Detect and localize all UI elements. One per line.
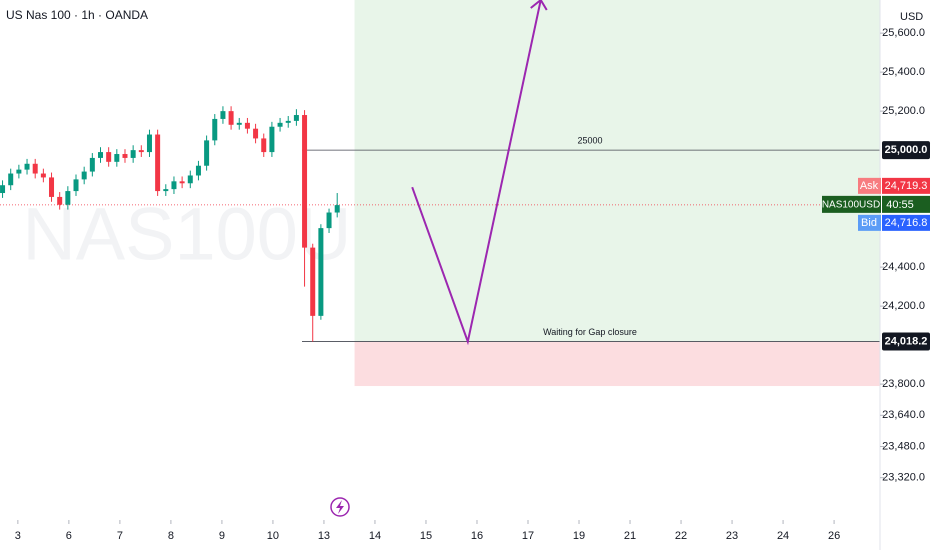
risk-zone (354, 341, 880, 387)
currency[interactable]: USD (900, 11, 923, 23)
ask-tag (882, 177, 930, 194)
candle-body (334, 205, 340, 213)
level-tag-text: 24,018.2 (885, 335, 928, 347)
level-label: 25000 (577, 136, 602, 146)
candle-body (244, 122, 250, 129)
y-tick-label: 23,800.0 (882, 378, 925, 390)
bid-box (858, 214, 881, 231)
candle-body (114, 154, 120, 162)
symbol-label: NAS100USD (822, 200, 880, 211)
candle-body (261, 138, 267, 153)
chart-title: US Nas 100 · 1h · OANDA (6, 8, 148, 22)
candle-body (24, 163, 30, 170)
candle-body (302, 115, 308, 248)
candle-body (0, 185, 6, 194)
x-tick-label: 16 (471, 530, 483, 542)
candle-body (318, 228, 324, 316)
candle-body (57, 196, 63, 205)
x-tick-label: 15 (420, 530, 432, 542)
bid-tag (882, 214, 930, 231)
candle-body (16, 169, 22, 174)
x-tick-label: 3 (15, 530, 21, 542)
candle-body (179, 181, 185, 184)
candle-body (8, 173, 14, 186)
ask-value: 24,719.3 (885, 180, 928, 192)
candle-body (130, 150, 136, 158)
candle-body (195, 165, 201, 176)
x-tick-label: 21 (624, 530, 636, 542)
candle-body (89, 157, 95, 172)
x-tick-label: 26 (828, 530, 840, 542)
candle-body (49, 177, 55, 197)
candle-body (65, 191, 71, 205)
bid-value: 24,716.8 (885, 217, 928, 229)
projection-arrowhead (530, 0, 548, 11)
level-label: Waiting for Gap closure (543, 327, 637, 337)
x-tick-label: 14 (369, 530, 381, 542)
countdown-box (882, 195, 930, 213)
event-icon[interactable] (330, 497, 350, 517)
projection-path (411, 0, 542, 346)
candle-body (40, 173, 46, 178)
target-zone (354, 0, 880, 342)
x-tick-label: 23 (726, 530, 738, 542)
countdown: 40:55 (886, 199, 914, 211)
x-tick-label: 22 (675, 530, 687, 542)
candle-body (253, 128, 259, 139)
candle-body (277, 122, 283, 127)
y-tick-label: 24,200.0 (882, 300, 925, 312)
y-tick-label: 24,400.0 (882, 261, 925, 273)
candle-body (32, 163, 38, 174)
ask-label: Ask (860, 180, 879, 192)
candle-body (285, 120, 291, 123)
candle-body (236, 122, 242, 125)
candle-body (269, 126, 275, 153)
symbol-box (822, 195, 881, 213)
candle-body (228, 111, 234, 125)
candle-body (73, 179, 79, 192)
x-tick-label: 24 (777, 530, 789, 542)
y-tick-label: 23,480.0 (882, 440, 925, 452)
y-tick-label: 25,200.0 (882, 105, 925, 117)
candle-body (212, 118, 218, 141)
level-tag-text: 25,000.0 (885, 144, 928, 156)
bid-label: Bid (861, 217, 877, 229)
y-tick-label: 23,640.0 (882, 409, 925, 421)
y-tick-label: 23,320.0 (882, 472, 925, 484)
ask-box (858, 177, 881, 194)
x-tick-label: 7 (117, 530, 123, 542)
x-tick-label: 17 (522, 530, 534, 542)
candle-body (138, 150, 144, 153)
y-tick-label: 25,600.0 (882, 27, 925, 39)
x-tick-label: 13 (318, 530, 330, 542)
x-tick-label: 8 (168, 530, 174, 542)
candle-body (293, 115, 299, 121)
candle-body (326, 212, 332, 229)
candle-body (171, 181, 177, 190)
candle-body (122, 154, 128, 158)
y-tick-label: 25,400.0 (882, 66, 925, 78)
candle-body (106, 152, 112, 162)
candle-body (310, 247, 316, 316)
candle-body (97, 152, 103, 158)
x-tick-label: 6 (66, 530, 72, 542)
candle-body (163, 189, 169, 192)
x-tick-label: 19 (573, 530, 585, 542)
candle-body (187, 175, 193, 184)
candle-body (220, 111, 226, 119)
x-tick-label: 9 (219, 530, 225, 542)
candle-body (155, 134, 161, 192)
level-tag (882, 141, 930, 160)
candle-body (81, 171, 87, 180)
level-tag (882, 332, 930, 351)
candle-body (204, 140, 210, 166)
candle-body (146, 134, 152, 153)
x-tick-label: 10 (267, 530, 279, 542)
